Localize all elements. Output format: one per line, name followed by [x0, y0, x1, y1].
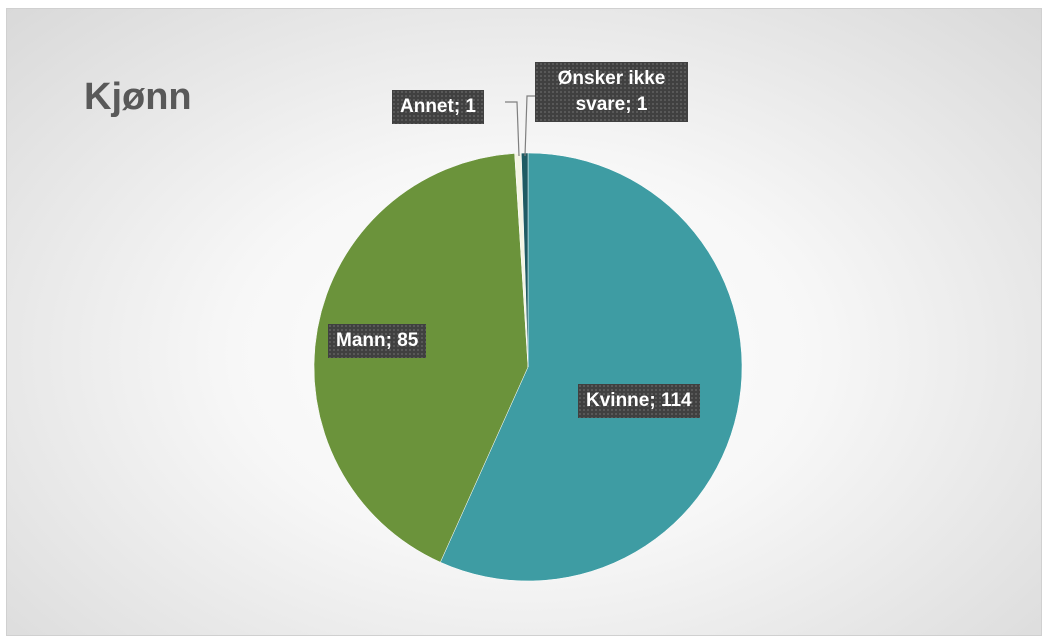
data-label: Kvinne; 114 — [578, 384, 700, 418]
chart-title: Kjønn — [84, 76, 192, 118]
data-label: Mann; 85 — [328, 324, 427, 358]
data-label: Annet; 1 — [392, 90, 484, 124]
pie — [313, 152, 743, 582]
leader-line — [505, 101, 520, 157]
leader-line — [524, 95, 535, 157]
pie-slice — [440, 152, 743, 582]
data-label: Ønsker ikke svare; 1 — [535, 62, 688, 122]
